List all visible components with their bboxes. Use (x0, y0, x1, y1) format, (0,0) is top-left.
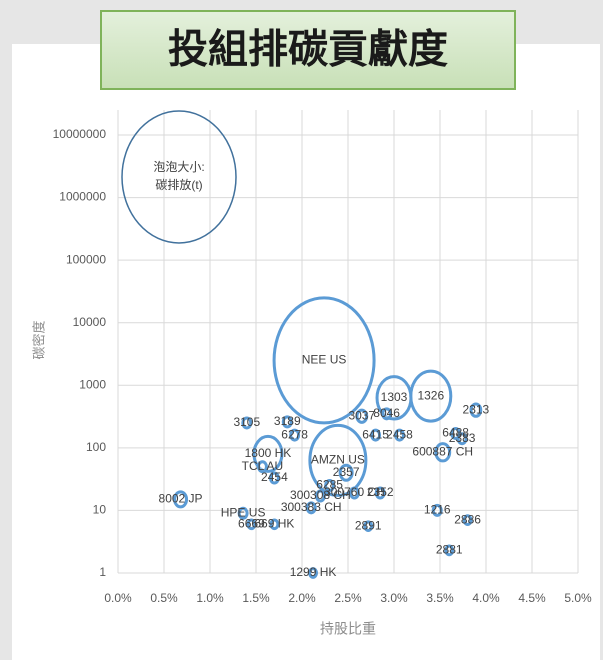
y-tick-label: 100000 (66, 252, 106, 266)
bubble (237, 506, 249, 520)
data-label: 300308 CH (290, 488, 351, 502)
data-label: 2454 (261, 470, 288, 484)
legend-text: 碳排放(t) (155, 177, 202, 192)
data-label: 8002 JP (159, 492, 203, 506)
data-label: 2352 (367, 485, 394, 499)
data-label: AMZN US (311, 453, 365, 467)
data-label: 1326 (417, 388, 444, 402)
bubble (374, 486, 386, 500)
title-box (100, 10, 516, 90)
x-tick-label: 5.0% (564, 591, 592, 605)
data-label: 6285 (316, 478, 343, 492)
data-label: NEE US (302, 353, 347, 367)
data-label: 2458 (386, 427, 413, 441)
x-tick-label: 0.0% (104, 591, 132, 605)
data-label: 1800 HK (245, 446, 292, 460)
data-label: 1216 (424, 503, 451, 517)
data-label: 6278 (281, 427, 308, 441)
bubble (246, 518, 257, 531)
data-label: 6488 (442, 426, 469, 440)
x-tick-label: 2.0% (288, 591, 316, 605)
x-tick-label: 2.5% (334, 591, 362, 605)
bubble (256, 460, 268, 474)
bubble (370, 428, 382, 442)
y-tick-label: 1000 (79, 377, 106, 391)
data-label: 1303 (381, 390, 408, 404)
x-tick-label: 4.0% (472, 591, 500, 605)
data-label: 2881 (436, 543, 463, 557)
bubble (268, 471, 280, 485)
data-label: 3105 (233, 415, 260, 429)
bubble (338, 463, 354, 482)
x-tick-label: 3.5% (426, 591, 454, 605)
data-label: TCL AU (242, 459, 284, 473)
x-tick-label: 1.5% (242, 591, 270, 605)
bubble (289, 428, 301, 442)
y-tick-label: 10000000 (53, 127, 107, 141)
data-label: 6415 (362, 427, 389, 441)
data-label: 3037 (348, 408, 375, 422)
bubble (409, 369, 453, 423)
bubble (314, 489, 326, 503)
y-tick-label: 100 (86, 440, 106, 454)
data-label: 8046 (373, 406, 400, 420)
data-label: 2886 (454, 512, 481, 526)
y-tick-label: 10000 (73, 315, 107, 329)
data-label: 600887 CH (412, 444, 473, 458)
data-label: 300383 CH (281, 500, 342, 514)
y-axis-label: 碳密度 (31, 320, 46, 359)
data-label: 1299 HK (290, 565, 337, 579)
data-label: HPE US (221, 505, 266, 519)
x-tick-label: 0.5% (150, 591, 178, 605)
legend-bubble (121, 110, 237, 244)
bubble (431, 503, 443, 517)
plot-panel (12, 44, 600, 660)
bubble (469, 402, 483, 418)
bubble (434, 442, 452, 463)
bubble (281, 415, 293, 429)
bubble (456, 432, 468, 446)
y-tick-label: 1000000 (59, 190, 106, 204)
bubble (444, 544, 455, 557)
bubble (272, 296, 376, 425)
bubble (324, 479, 336, 493)
bubble (348, 486, 360, 500)
x-tick-label: 4.5% (518, 591, 546, 605)
data-label: 2891 (355, 518, 382, 532)
bubble (363, 520, 374, 533)
data-label: 6669 (238, 516, 265, 530)
bubble (355, 408, 369, 424)
x-axis-label: 持股比重 (320, 621, 376, 637)
chart-title: 投組排碳貢獻度 (168, 28, 448, 72)
bubble (462, 514, 473, 526)
x-tick-label: 3.0% (380, 591, 408, 605)
data-label: 3189 (274, 414, 301, 428)
data-label: 300760 CH (324, 485, 385, 499)
x-tick-label: 1.0% (196, 591, 224, 605)
legend-text: 泡泡大小: (153, 160, 204, 174)
bubble (173, 490, 189, 509)
bubble (308, 567, 319, 579)
bubble (241, 416, 253, 430)
bubble (305, 501, 317, 515)
bubble (394, 428, 406, 442)
data-label: 2313 (463, 402, 490, 416)
data-label: 669 HK (254, 516, 294, 530)
bubble (381, 407, 393, 421)
y-tick-label: 10 (93, 503, 107, 517)
data-label: 2357 (333, 465, 360, 479)
y-tick-label: 1 (99, 565, 106, 579)
data-label: 2383 (449, 431, 476, 445)
bubble (269, 518, 280, 531)
